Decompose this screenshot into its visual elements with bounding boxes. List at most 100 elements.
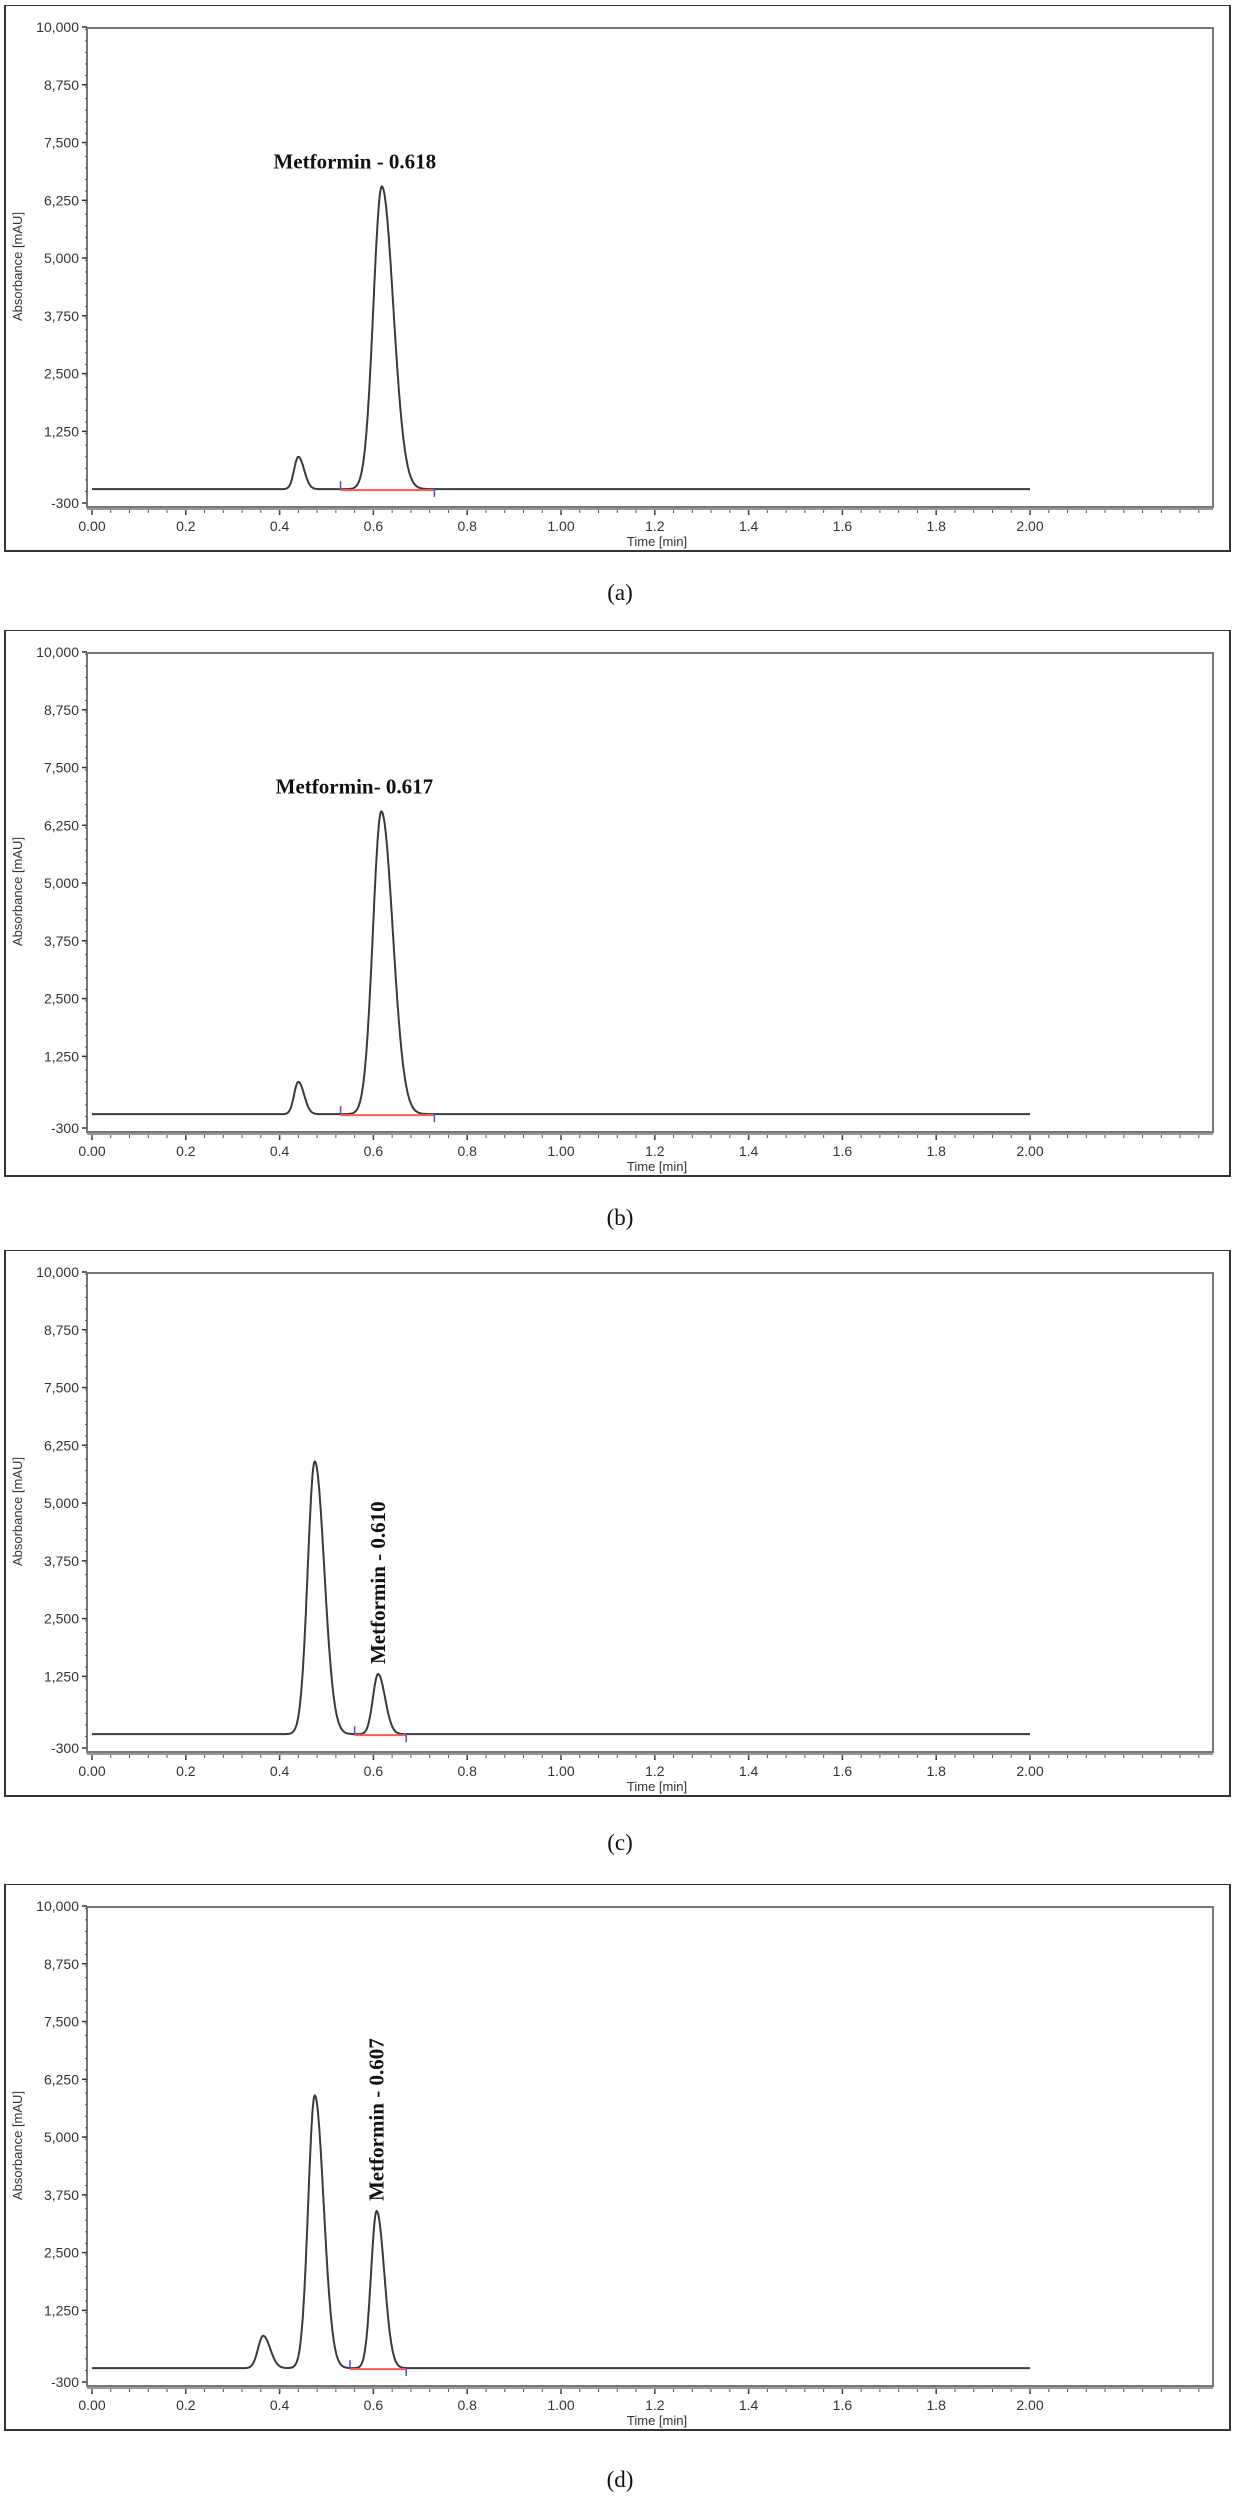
chromatogram-trace: [92, 810, 1030, 1116]
x-tick-label: 0.00: [78, 1763, 105, 1779]
x-axis-title: Time [min]: [627, 2413, 687, 2428]
panel-caption: (d): [606, 2467, 634, 2492]
x-tick-label: 0.2: [176, 1143, 196, 1159]
y-tick-label: 5,000: [44, 250, 79, 266]
x-tick-label: 1.00: [547, 1763, 574, 1779]
x-tick-label: 1.8: [926, 1763, 946, 1779]
x-tick-label: 0.2: [176, 518, 196, 534]
chart-svg: 10,000 8,750 7,500 6,250 5,000 3,750 2,500 1,25…: [4, 5, 1231, 552]
y-tick-label: 6,250: [44, 817, 79, 833]
x-tick-label: 2.00: [1016, 2397, 1043, 2413]
y-axis-title: Absorbance [mAU]: [10, 2091, 25, 2200]
chromatogram-trace: [92, 185, 1030, 491]
outer-frame: [4, 5, 1231, 552]
y-axis-title: Absorbance [mAU]: [10, 212, 25, 321]
y-tick-label: 10,000: [36, 1264, 79, 1280]
x-tick-label: 1.8: [926, 2397, 946, 2413]
chromatogram-panel-c: 10,000 8,750 7,500 6,250 5,000 3,750 2,500 1,25…: [0, 1250, 1240, 1855]
y-tick-label: 5,000: [44, 875, 79, 891]
x-tick-label: 0.6: [364, 518, 384, 534]
chart-svg: 10,000 8,750 7,500 6,250 5,000 3,750 2,500 1,25…: [4, 630, 1231, 1177]
plot-area: [86, 652, 1214, 1133]
y-tick-label: 7,500: [44, 1380, 79, 1396]
y-tick-label: 3,750: [44, 308, 79, 324]
chromatogram-panel-a: 10,000 8,750 7,500 6,250 5,000 3,750 2,500 1,25…: [0, 5, 1240, 605]
x-tick-label: 0.2: [176, 1763, 196, 1779]
y-tick-label: 5,000: [44, 2129, 79, 2145]
x-tick-label: 2.00: [1016, 1143, 1043, 1159]
y-tick-label: 7,500: [44, 2014, 79, 2030]
y-tick-label: 1,250: [44, 2302, 79, 2318]
x-tick-label: 0.4: [270, 2397, 290, 2413]
x-tick-label: 2.00: [1016, 1763, 1043, 1779]
x-tick-label: 0.2: [176, 2397, 196, 2413]
x-tick-label: 0.8: [457, 1143, 477, 1159]
y-tick-label: 6,250: [44, 2071, 79, 2087]
y-tick-label: 8,750: [44, 77, 79, 93]
y-tick-label: 10,000: [36, 19, 79, 35]
x-tick-label: 2.00: [1016, 518, 1043, 534]
plot-area: [86, 27, 1214, 508]
x-tick-label: 0.00: [78, 518, 105, 534]
y-tick-label: 7,500: [44, 135, 79, 151]
x-axis-title: Time [min]: [627, 534, 687, 549]
x-tick-label: 1.6: [833, 1763, 853, 1779]
panel-caption: (c): [607, 1830, 633, 1855]
y-tick-label: 3,750: [44, 1553, 79, 1569]
x-tick-label: 1.2: [645, 1763, 665, 1779]
y-tick-label: 7,500: [44, 760, 79, 776]
x-tick-label: 0.00: [78, 2397, 105, 2413]
chromatogram-trace: [92, 1460, 1030, 1736]
y-tick-label: -300: [51, 495, 79, 511]
peak-label: Metformin- 0.617: [276, 774, 433, 798]
outer-frame: [4, 1250, 1231, 1797]
x-tick-label: 0.6: [364, 1763, 384, 1779]
x-tick-label: 0.6: [364, 1143, 384, 1159]
x-tick-label: 0.8: [457, 2397, 477, 2413]
y-axis-title: Absorbance [mAU]: [10, 837, 25, 946]
x-tick-label: 0.6: [364, 2397, 384, 2413]
x-tick-label: 1.4: [739, 518, 759, 534]
x-tick-label: 1.8: [926, 1143, 946, 1159]
y-tick-label: 2,500: [44, 366, 79, 382]
y-tick-label: 3,750: [44, 2187, 79, 2203]
y-tick-label: 3,750: [44, 933, 79, 949]
peak-label: Metformin - 0.610: [366, 1501, 390, 1664]
chart-svg: 10,000 8,750 7,500 6,250 5,000 3,750 2,500 1,25…: [4, 1250, 1231, 1797]
y-tick-label: 1,250: [44, 1668, 79, 1684]
chromatogram-panel-b: 10,000 8,750 7,500 6,250 5,000 3,750 2,500 1,25…: [0, 630, 1240, 1230]
y-tick-label: 10,000: [36, 1898, 79, 1914]
y-axis-title: Absorbance [mAU]: [10, 1457, 25, 1566]
x-tick-label: 0.00: [78, 1143, 105, 1159]
x-tick-label: 1.2: [645, 2397, 665, 2413]
x-tick-label: 1.4: [739, 2397, 759, 2413]
outer-frame: [4, 1884, 1231, 2431]
x-axis-title: Time [min]: [627, 1779, 687, 1794]
peak-label: Metformin - 0.607: [365, 2038, 389, 2201]
y-tick-label: 2,500: [44, 2245, 79, 2261]
chromatogram-panel-d: 10,000 8,750 7,500 6,250 5,000 3,750 2,500 1,25…: [0, 1884, 1240, 2500]
x-tick-label: 1.2: [645, 518, 665, 534]
y-tick-label: 8,750: [44, 1322, 79, 1338]
x-tick-label: 0.4: [270, 518, 290, 534]
x-tick-label: 1.2: [645, 1143, 665, 1159]
panel-caption: (b): [606, 1205, 634, 1230]
y-tick-label: 5,000: [44, 1495, 79, 1511]
plot-area: [86, 1272, 1214, 1753]
x-tick-label: 1.4: [739, 1143, 759, 1159]
y-tick-label: -300: [51, 2374, 79, 2390]
outer-frame: [4, 630, 1231, 1177]
y-tick-label: 8,750: [44, 1956, 79, 1972]
x-tick-label: 0.4: [270, 1143, 290, 1159]
x-tick-label: 0.8: [457, 518, 477, 534]
x-tick-label: 1.4: [739, 1763, 759, 1779]
panel-caption: (a): [607, 580, 633, 605]
x-tick-label: 0.4: [270, 1763, 290, 1779]
x-axis-title: Time [min]: [627, 1159, 687, 1174]
y-tick-label: 8,750: [44, 702, 79, 718]
plot-area: [86, 1906, 1214, 2387]
peak-label: Metformin - 0.618: [273, 149, 436, 173]
y-tick-label: -300: [51, 1120, 79, 1136]
x-tick-label: 1.00: [547, 2397, 574, 2413]
y-tick-label: 2,500: [44, 991, 79, 1007]
